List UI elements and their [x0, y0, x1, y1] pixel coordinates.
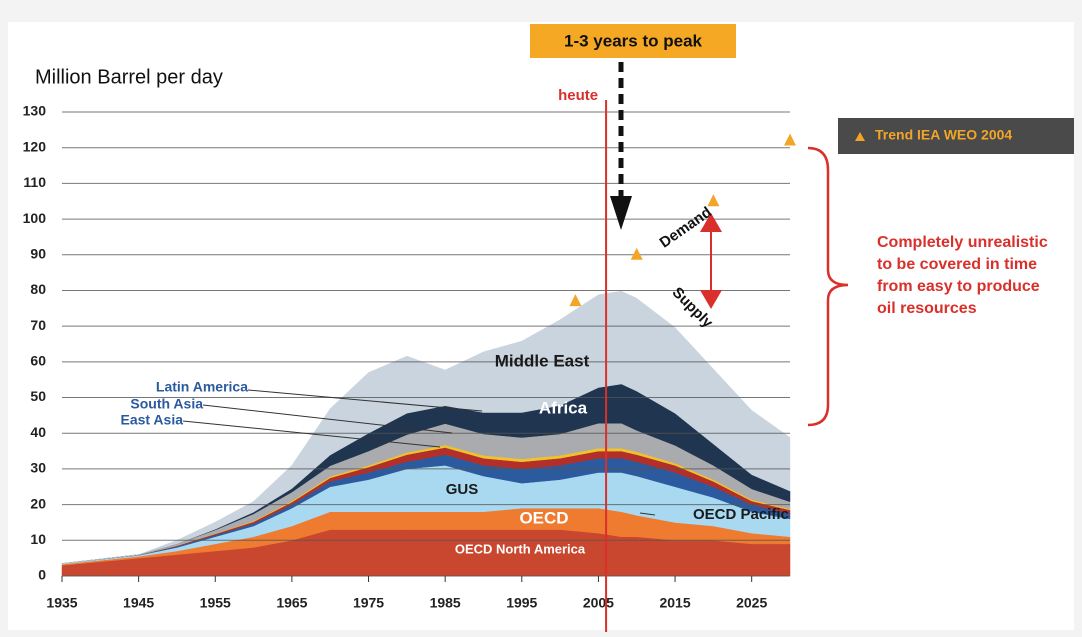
x-tick-label: 1975	[353, 595, 384, 611]
x-tick-label: 1935	[46, 595, 77, 611]
today-label: heute	[558, 87, 598, 104]
leader-line	[247, 389, 483, 412]
note-line: Completely unrealistic	[877, 234, 1048, 251]
y-tick-label: 50	[30, 388, 46, 404]
legend-marker	[855, 132, 865, 141]
bracket	[807, 146, 849, 427]
trend-marker	[630, 247, 643, 260]
y-tick-label: 130	[23, 103, 47, 119]
y-tick-label: 30	[30, 460, 46, 476]
y-tick-label: 40	[30, 424, 46, 440]
x-tick-label: 2025	[736, 595, 767, 611]
peak-box	[530, 24, 736, 58]
x-tick-label: 1985	[430, 595, 461, 611]
plot	[61, 111, 791, 577]
axis-title: Million Barrel per day	[35, 66, 223, 88]
area-label: East Asia	[120, 412, 183, 428]
note: Completely unrealistic to be covered in …	[877, 234, 1048, 317]
y-tick-label: 70	[30, 317, 46, 333]
gap-arrowhead	[700, 213, 722, 232]
area-label: Middle East	[495, 351, 590, 370]
x-tick-label: 2015	[659, 595, 690, 611]
legend-label: Trend IEA WEO 2004	[875, 127, 1012, 143]
y-tick-label: 120	[23, 138, 47, 154]
x-tick-label: 2005	[583, 595, 614, 611]
trend-marker	[784, 133, 796, 146]
area-label: Africa	[539, 398, 588, 417]
y-tick-label: 20	[30, 495, 46, 511]
leader-line	[639, 512, 656, 516]
note-line: oil resources	[877, 300, 977, 317]
area-label: GUS	[446, 481, 479, 498]
area-label: OECD Pacific	[693, 506, 789, 523]
legend	[838, 118, 1074, 154]
peak-arrowhead	[610, 196, 632, 230]
y-tick-label: 100	[23, 210, 47, 226]
area-label: OECD	[519, 508, 568, 527]
note-line: from easy to produce	[877, 278, 1040, 295]
x-tick-label: 1995	[506, 595, 537, 611]
leader-line	[202, 404, 453, 434]
y-tick-label: 0	[38, 567, 46, 583]
y-tick-label: 110	[23, 174, 46, 190]
trend-marker	[707, 194, 720, 207]
area-label: Latin America	[156, 379, 248, 395]
area-label: OECD North America	[455, 541, 586, 556]
x-tick-label: 1945	[123, 595, 154, 611]
trend-marker	[569, 294, 582, 307]
area	[61, 290, 791, 564]
leader-line	[182, 420, 441, 448]
y-tick-label: 90	[30, 245, 46, 261]
x-tick-label: 1955	[200, 595, 231, 611]
note-line: to be covered in time	[877, 256, 1037, 273]
x-tick-label: 1965	[276, 595, 307, 611]
y-tick-label: 10	[30, 531, 46, 547]
gap-arrowhead	[700, 290, 722, 309]
y-tick-label: 80	[30, 281, 46, 297]
area-label: South Asia	[130, 396, 203, 412]
y-tick-label: 60	[30, 353, 46, 369]
peak-note: 1-3 years to peak	[564, 31, 703, 50]
